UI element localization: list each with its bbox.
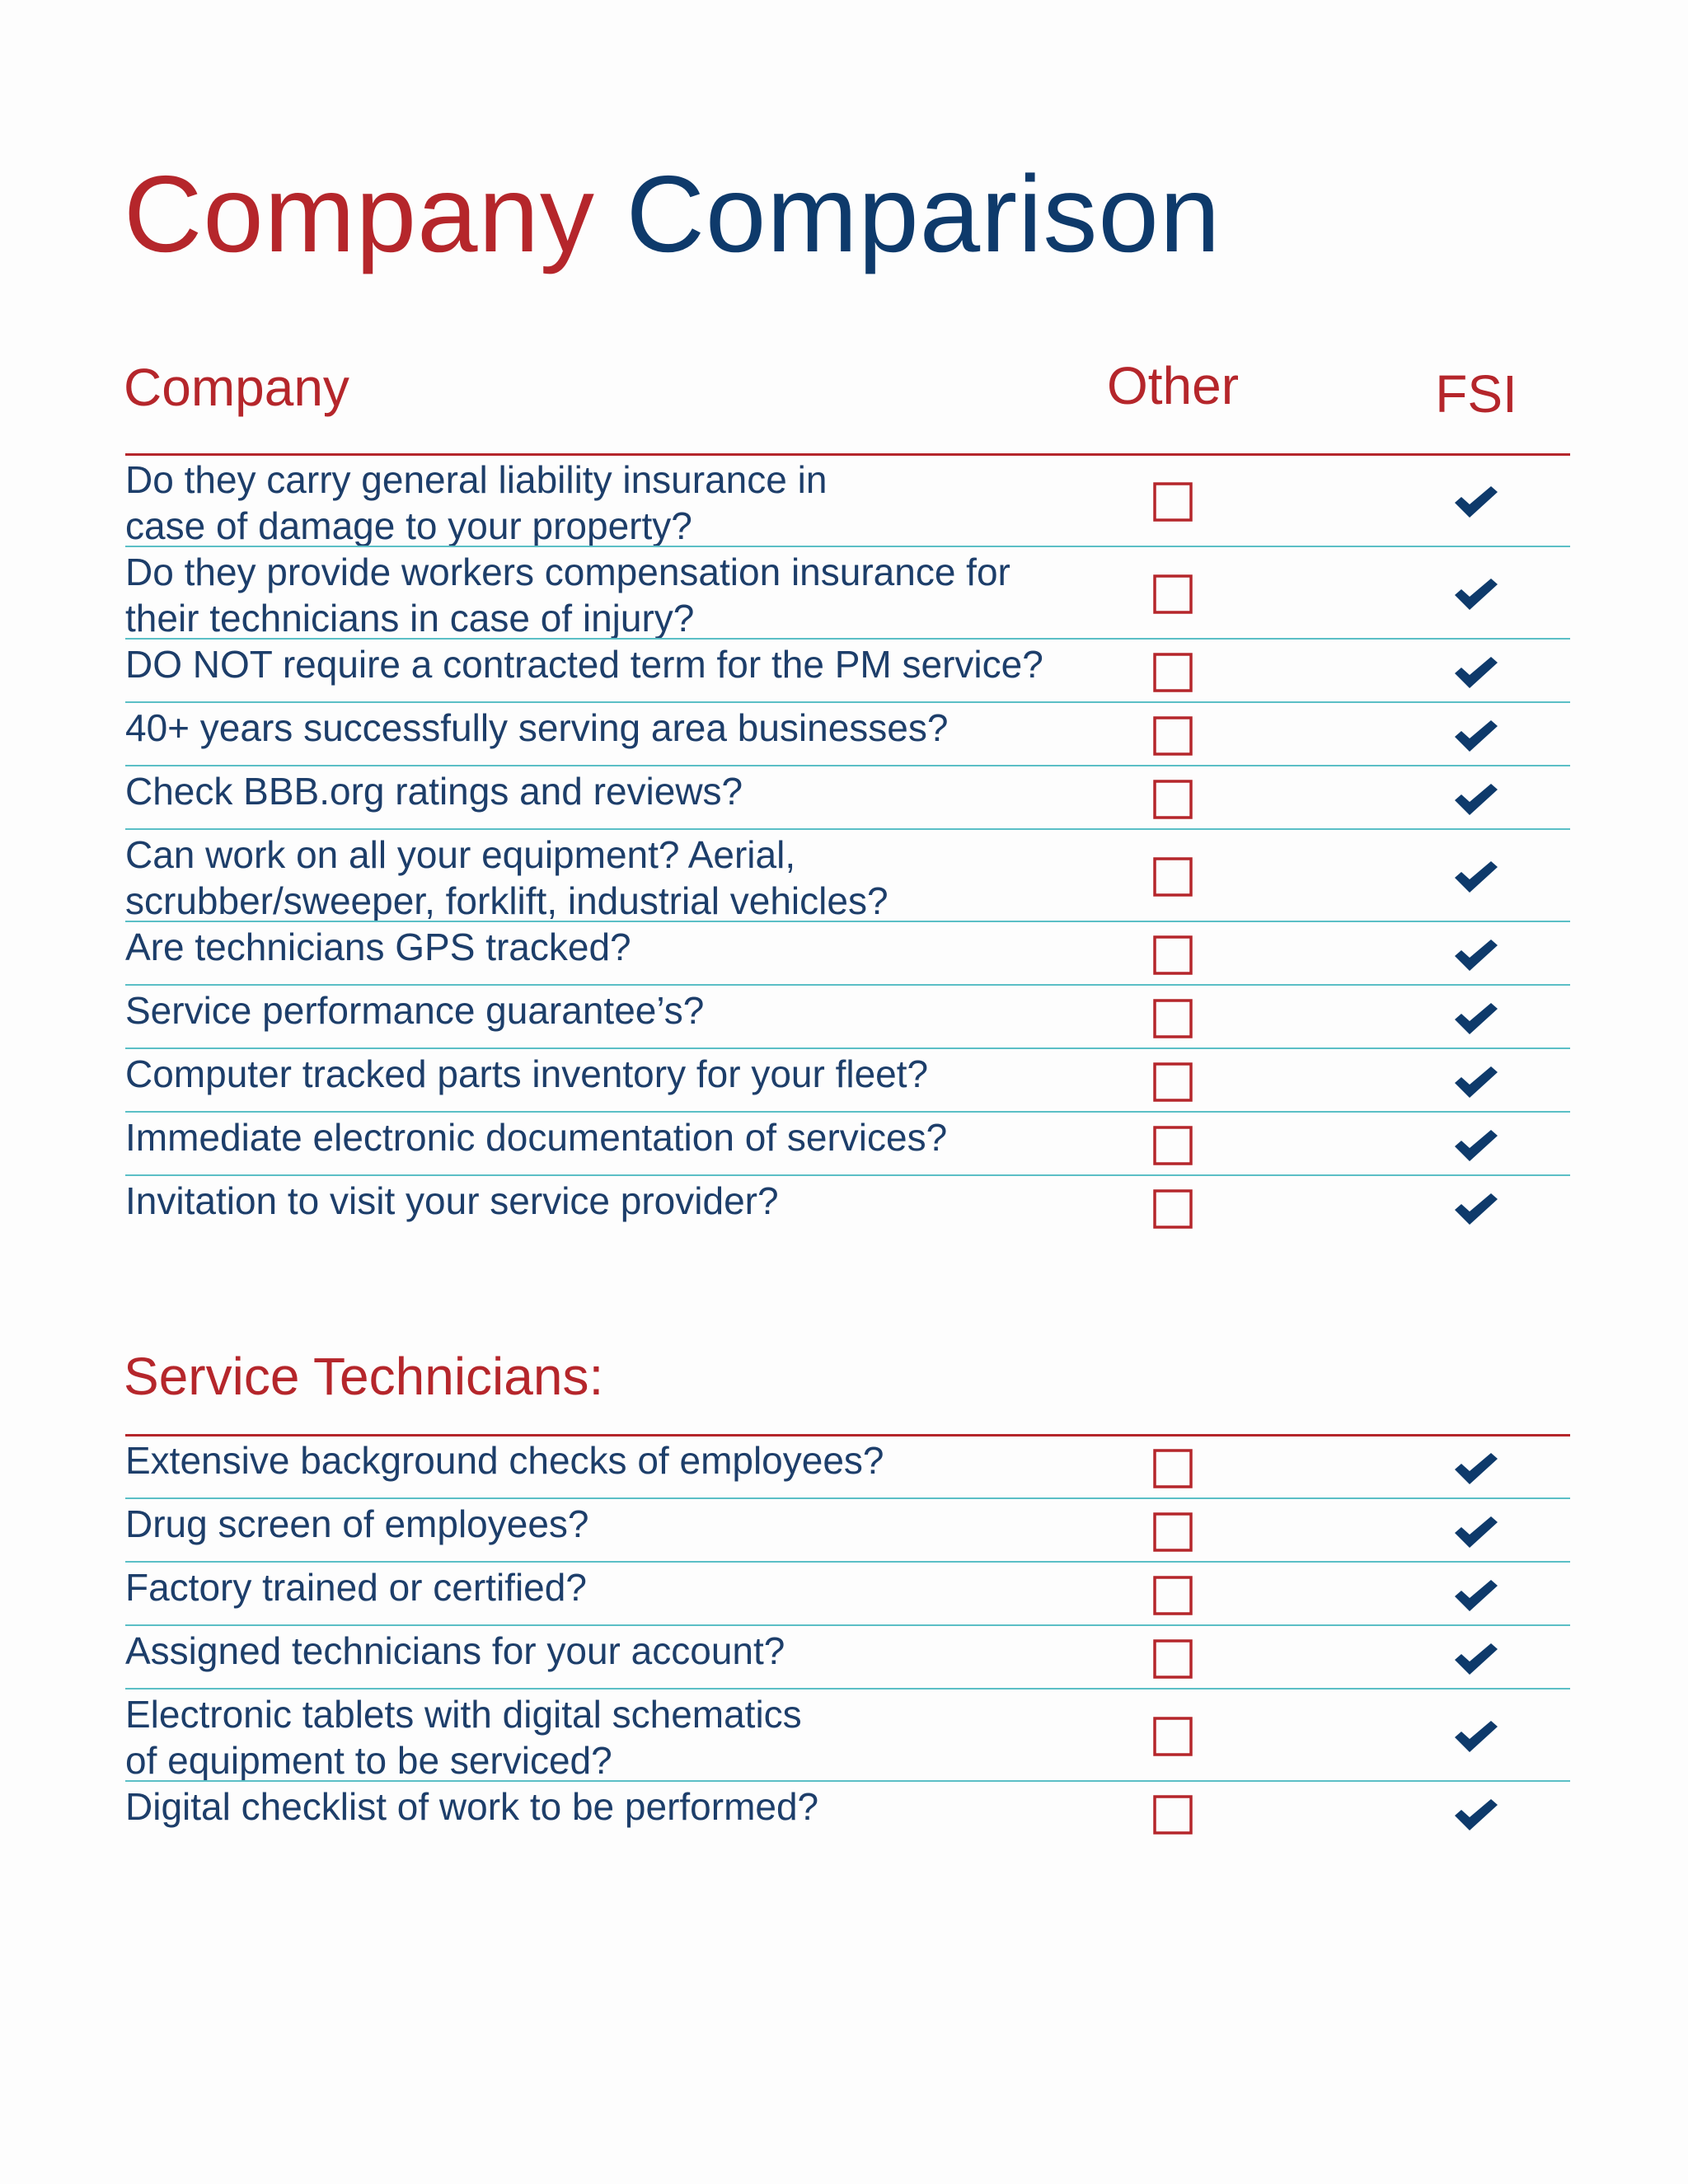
checkmark	[1455, 783, 1498, 815]
checkbox	[1153, 779, 1193, 819]
checkbox	[1153, 1188, 1193, 1229]
checkmark	[1455, 1579, 1498, 1611]
checkbox	[1153, 652, 1193, 692]
checkmark	[1455, 1721, 1498, 1752]
checkbox	[1153, 857, 1193, 897]
title-part: Company	[124, 153, 595, 274]
checkmark	[1455, 1002, 1498, 1034]
checkmark	[1455, 861, 1498, 893]
row-text: 40+ years successfully serving area busi…	[125, 706, 949, 749]
row-rule	[125, 1047, 1570, 1049]
checkbox	[1153, 482, 1193, 522]
row-text: Invitation to visit your service provide…	[125, 1179, 779, 1222]
checkbox	[1153, 1638, 1193, 1679]
checkmark	[1455, 1798, 1498, 1830]
checkmark	[1455, 486, 1498, 518]
row-text: Digital checklist of work to be performe…	[125, 1785, 819, 1828]
row-text: Computer tracked parts inventory for you…	[125, 1052, 929, 1095]
column-header: FSI	[1435, 364, 1517, 424]
row-text: Extensive background checks of employees…	[125, 1439, 884, 1482]
checkbox	[1153, 715, 1193, 756]
checkmark	[1455, 1066, 1498, 1098]
row-text: Service performance guarantee’s?	[125, 989, 705, 1032]
row-rule	[125, 638, 1570, 640]
row-rule	[125, 1624, 1570, 1626]
row-text: scrubber/sweeper, forklift, industrial v…	[125, 879, 889, 922]
checkbox	[1153, 1717, 1193, 1756]
row-text: Check BBB.org ratings and reviews?	[125, 770, 743, 813]
title-part: Comparison	[626, 153, 1221, 274]
checkmark	[1455, 1516, 1498, 1548]
checkbox	[1153, 935, 1193, 975]
row-text: Assigned technicians for your account?	[125, 1629, 785, 1672]
row-rule	[125, 701, 1570, 703]
row-rule	[125, 1111, 1570, 1113]
checkbox	[1153, 1511, 1193, 1552]
row-rule	[125, 1497, 1570, 1499]
row-text: Do they carry general liability insuranc…	[125, 458, 828, 501]
checkmark	[1455, 579, 1498, 610]
row-text: of equipment to be serviced?	[125, 1739, 612, 1782]
row-rule	[125, 1688, 1570, 1690]
checkbox	[1153, 1575, 1193, 1615]
checkbox	[1153, 1794, 1193, 1835]
column-header: Other	[1106, 356, 1240, 415]
row-rule	[125, 1561, 1570, 1563]
checkmark	[1455, 1129, 1498, 1161]
checkbox	[1153, 574, 1193, 614]
row-text: Factory trained or certified?	[125, 1566, 587, 1609]
row-rule	[125, 984, 1570, 986]
checkmark	[1455, 939, 1498, 971]
title: Company Comparison	[124, 148, 1221, 280]
row-text: Are technicians GPS tracked?	[125, 926, 631, 968]
checkbox	[1153, 998, 1193, 1038]
row-text: Electronic tablets with digital schemati…	[125, 1693, 802, 1736]
row-text: Drug screen of employees?	[125, 1502, 589, 1545]
checkmark	[1455, 719, 1498, 752]
checkmark	[1455, 1643, 1498, 1675]
row-text: Can work on all your equipment? Aerial,	[125, 833, 796, 876]
row-rule	[125, 921, 1570, 922]
section-heading: Company	[124, 358, 349, 417]
row-rule	[125, 546, 1570, 547]
checkbox	[1153, 1448, 1193, 1488]
row-text: their technicians in case of injury?	[125, 597, 695, 640]
row-text: DO NOT require a contracted term for the…	[125, 643, 1043, 686]
checkmark	[1455, 656, 1498, 688]
header-rule	[125, 453, 1570, 456]
row-rule	[125, 1174, 1570, 1176]
checkmark	[1455, 1452, 1498, 1484]
row-text: Do they provide workers compensation ins…	[125, 551, 1010, 593]
checkbox	[1153, 1062, 1193, 1102]
section-heading: Service Technicians:	[124, 1347, 604, 1406]
header-rule	[125, 1434, 1570, 1436]
checkmark	[1455, 1193, 1498, 1225]
row-text: case of damage to your property?	[125, 504, 692, 547]
row-rule	[125, 765, 1570, 766]
row-rule	[125, 828, 1570, 830]
checkbox	[1153, 1125, 1193, 1165]
row-text: Immediate electronic documentation of se…	[125, 1116, 948, 1159]
row-rule	[125, 1780, 1570, 1782]
